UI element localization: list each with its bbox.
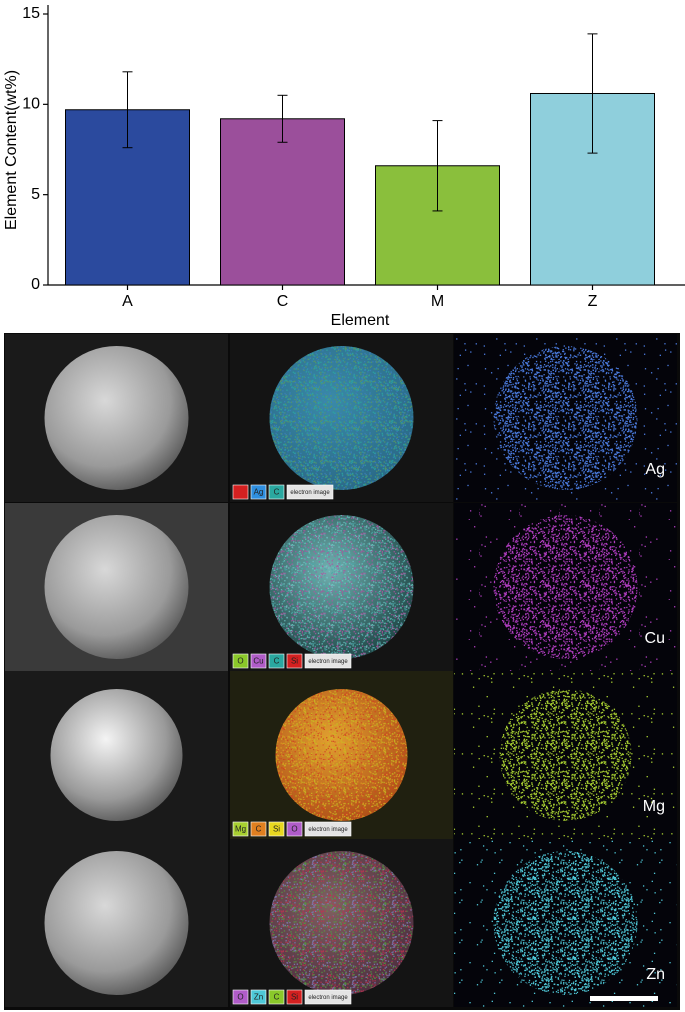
legend-label: C [274, 488, 280, 497]
x-axis-label: Element [331, 312, 390, 329]
element-distribution [499, 689, 632, 821]
legend-swatch [250, 653, 267, 669]
legend-swatch [250, 484, 267, 500]
legend-label: Cu [253, 657, 263, 666]
element-label: Zn [646, 966, 665, 983]
legend-swatch [268, 821, 285, 837]
legend-label: C [256, 825, 262, 834]
particle [44, 851, 189, 995]
legend-swatch [232, 989, 249, 1005]
legend-swatch [268, 484, 285, 500]
legend-swatch [250, 821, 267, 837]
particle [44, 515, 189, 659]
legend-label: electron image [308, 995, 348, 1001]
legend-label: C [274, 993, 280, 1002]
legend-label: Si [291, 657, 298, 666]
legend-swatch [304, 821, 352, 837]
legend-label: electron image [290, 490, 330, 496]
scale-bar [590, 996, 658, 1001]
element-distribution [493, 346, 638, 490]
particle-speckle [269, 515, 414, 659]
legend-label: electron image [308, 659, 348, 665]
legend-label: electron image [308, 827, 348, 833]
legend-swatch [304, 653, 352, 669]
legend-label: Si [273, 825, 280, 834]
y-tick-label: 5 [31, 186, 40, 203]
error-bar [587, 33, 598, 154]
particle-speckle [269, 851, 414, 995]
particle-speckle [275, 689, 408, 821]
particle [50, 689, 183, 821]
element-label: Cu [645, 630, 665, 647]
legend-swatch [232, 653, 249, 669]
legend-label: Ag [254, 488, 264, 497]
legend-swatch [286, 484, 334, 500]
legend-swatch [232, 484, 249, 500]
legend-label: Zn [254, 993, 263, 1002]
legend-label: C [274, 657, 280, 666]
element-distribution [493, 515, 638, 659]
legend-label: O [291, 825, 297, 834]
y-tick-label: 10 [22, 96, 40, 113]
legend-swatch [286, 989, 303, 1005]
element-distribution [493, 851, 638, 995]
error-bar [122, 71, 133, 149]
legend-label: Mg [235, 825, 246, 834]
error-bar [432, 120, 443, 212]
x-tick-label: Z [588, 293, 598, 310]
y-tick-label: 15 [22, 5, 40, 22]
x-tick-label: C [277, 293, 289, 310]
legend-swatch [232, 821, 249, 837]
bar [220, 118, 345, 286]
error-bar [277, 94, 288, 143]
legend-swatch [268, 989, 285, 1005]
legend-label: O [237, 657, 243, 666]
legend-swatch [268, 653, 285, 669]
y-axis-label: Element Content(wt%) [3, 70, 20, 230]
element-label: Ag [645, 461, 665, 478]
y-tick-label: 0 [31, 276, 40, 293]
particle [44, 346, 189, 490]
legend-swatch [304, 989, 352, 1005]
legend-swatch [286, 653, 303, 669]
x-tick-label: A [122, 293, 133, 310]
legend-label: O [237, 993, 243, 1002]
legend-label: Si [291, 993, 298, 1002]
legend-swatch [250, 989, 267, 1005]
x-tick-label: M [431, 293, 444, 310]
element-label: Mg [643, 798, 665, 815]
legend-swatch [286, 821, 303, 837]
particle-speckle [269, 346, 414, 490]
